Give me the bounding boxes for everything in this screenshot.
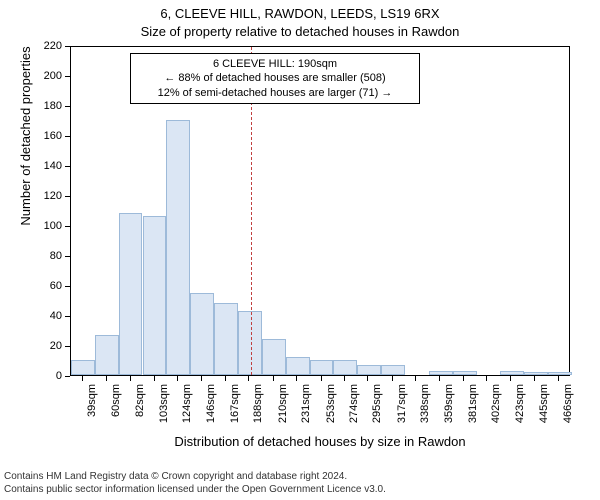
histogram-bar [453, 371, 477, 376]
y-tick-label: 0 [32, 370, 62, 382]
histogram-bar [357, 365, 381, 376]
y-tick [65, 196, 70, 197]
y-tick-label: 40 [32, 310, 62, 322]
y-tick-label: 200 [32, 70, 62, 82]
x-tick [367, 376, 368, 381]
y-tick-label: 100 [32, 220, 62, 232]
y-tick [65, 346, 70, 347]
histogram-bar [500, 371, 524, 376]
x-tick-label: 146sqm [205, 384, 217, 424]
x-tick-label: 445sqm [538, 384, 550, 424]
x-tick [130, 376, 131, 381]
x-tick-label: 39sqm [86, 384, 98, 424]
x-tick [154, 376, 155, 381]
x-tick [534, 376, 535, 381]
footer-line1: Contains HM Land Registry data © Crown c… [4, 471, 596, 484]
histogram-bar [548, 372, 572, 375]
y-tick [65, 226, 70, 227]
histogram-bar [166, 120, 190, 375]
y-tick-label: 160 [32, 130, 62, 142]
y-tick-label: 220 [32, 40, 62, 52]
y-tick-label: 20 [32, 340, 62, 352]
y-tick [65, 316, 70, 317]
x-tick [439, 376, 440, 381]
x-tick [510, 376, 511, 381]
y-tick [65, 286, 70, 287]
x-tick [392, 376, 393, 381]
x-tick [463, 376, 464, 381]
y-tick [65, 106, 70, 107]
x-tick [225, 376, 226, 381]
x-tick [201, 376, 202, 381]
x-tick-label: 124sqm [181, 384, 193, 424]
y-tick [65, 46, 70, 47]
x-tick-label: 82sqm [134, 384, 146, 424]
y-tick-label: 80 [32, 250, 62, 262]
footer-line2: Contains public sector information licen… [4, 484, 596, 497]
x-tick-label: 274sqm [348, 384, 360, 424]
x-tick-label: 231sqm [300, 384, 312, 424]
y-tick [65, 136, 70, 137]
x-tick-label: 317sqm [396, 384, 408, 424]
histogram-bar [71, 360, 95, 375]
y-tick-label: 120 [32, 190, 62, 202]
y-tick [65, 256, 70, 257]
histogram-bar [524, 372, 548, 375]
y-tick [65, 76, 70, 77]
x-axis-label: Distribution of detached houses by size … [70, 434, 570, 449]
x-tick-label: 338sqm [419, 384, 431, 424]
histogram-bar [286, 357, 310, 375]
histogram-bar [262, 339, 286, 375]
x-tick-label: 466sqm [562, 384, 574, 424]
x-tick [106, 376, 107, 381]
y-tick-label: 140 [32, 160, 62, 172]
annotation-line3: 12% of semi-detached houses are larger (… [137, 86, 413, 100]
x-tick-label: 167sqm [229, 384, 241, 424]
histogram-bar [381, 365, 405, 376]
footer-attribution: Contains HM Land Registry data © Crown c… [4, 471, 596, 496]
histogram-bar [310, 360, 334, 375]
x-tick-label: 359sqm [443, 384, 455, 424]
histogram-bar [95, 335, 119, 376]
x-tick-label: 295sqm [371, 384, 383, 424]
y-tick [65, 166, 70, 167]
y-axis-label: Number of detached properties [18, 0, 33, 301]
histogram-bar [333, 360, 357, 375]
x-tick-label: 188sqm [252, 384, 264, 424]
histogram-bar [238, 311, 262, 376]
annotation-box: 6 CLEEVE HILL: 190sqm ← 88% of detached … [130, 53, 420, 104]
y-tick-label: 60 [32, 280, 62, 292]
x-tick [344, 376, 345, 381]
histogram-bar [190, 293, 214, 376]
x-tick [273, 376, 274, 381]
histogram-bar [214, 303, 238, 375]
y-tick-label: 180 [32, 100, 62, 112]
chart-title-sub: Size of property relative to detached ho… [0, 24, 600, 39]
histogram-bar [429, 371, 453, 376]
x-tick [321, 376, 322, 381]
x-tick [415, 376, 416, 381]
y-tick [65, 376, 70, 377]
x-tick [558, 376, 559, 381]
histogram-bar [143, 216, 167, 375]
histogram-bar [119, 213, 143, 375]
x-tick-label: 402sqm [490, 384, 502, 424]
x-tick-label: 381sqm [467, 384, 479, 424]
x-tick [248, 376, 249, 381]
chart-title-main: 6, CLEEVE HILL, RAWDON, LEEDS, LS19 6RX [0, 6, 600, 21]
annotation-line2: ← 88% of detached houses are smaller (50… [137, 71, 413, 85]
x-tick-label: 103sqm [158, 384, 170, 424]
x-tick [82, 376, 83, 381]
x-tick-label: 60sqm [110, 384, 122, 424]
x-tick-label: 423sqm [514, 384, 526, 424]
x-tick-label: 253sqm [325, 384, 337, 424]
x-tick [296, 376, 297, 381]
x-tick [486, 376, 487, 381]
x-tick [177, 376, 178, 381]
x-tick-label: 210sqm [277, 384, 289, 424]
annotation-line1: 6 CLEEVE HILL: 190sqm [137, 57, 413, 71]
